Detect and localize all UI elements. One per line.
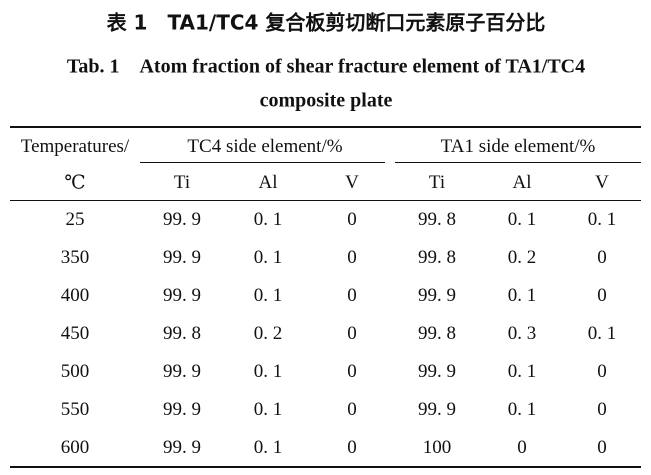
top-rule (10, 126, 641, 128)
cell: 99. 8 (163, 323, 201, 344)
cell: 0 (347, 247, 357, 268)
cell: 99. 8 (418, 247, 456, 268)
group-rule (395, 162, 641, 163)
cell: 0. 1 (507, 399, 537, 420)
cell: 0 (347, 399, 357, 420)
subheader: Al (258, 172, 278, 193)
subheader: V (595, 172, 609, 193)
title-en: Tab. 1 Atom fraction of shear fracture e… (66, 55, 586, 78)
cell: 0 (347, 361, 357, 382)
cell: 0. 1 (587, 323, 617, 344)
cell: 99. 9 (163, 361, 201, 382)
row-label: 600 (60, 437, 90, 458)
cell: 0. 1 (507, 361, 537, 382)
cell: 0 (347, 437, 357, 458)
cell: 0 (347, 323, 357, 344)
cell: 99. 9 (418, 285, 456, 306)
cell: 0 (347, 209, 357, 230)
cell: 0 (517, 437, 527, 458)
cell: 99. 9 (418, 361, 456, 382)
cell: 99. 9 (418, 399, 456, 420)
cell: 0. 2 (253, 323, 283, 344)
cell: 99. 9 (163, 247, 201, 268)
title-en: composite plate (259, 89, 393, 112)
cell: 0 (597, 285, 607, 306)
cell: 0 (597, 437, 607, 458)
cell: 99. 9 (163, 399, 201, 420)
cell: 0 (347, 285, 357, 306)
cell: 0. 1 (253, 247, 283, 268)
row-label: 25 (65, 209, 85, 230)
subheader: Al (512, 172, 532, 193)
cell: 0. 1 (253, 399, 283, 420)
cell: 0. 1 (253, 285, 283, 306)
cell: 0. 1 (507, 209, 537, 230)
bottom-rule (10, 466, 641, 468)
cell: 0. 3 (507, 323, 537, 344)
cell: 99. 9 (163, 437, 201, 458)
cell: 0. 1 (587, 209, 617, 230)
group-header: TC4 side element/% (187, 136, 343, 157)
group-header: TA1 side element/% (440, 136, 596, 157)
subheader: Ti (428, 172, 446, 193)
cell: 99. 8 (418, 323, 456, 344)
row-label: 550 (60, 399, 90, 420)
mid-rule (10, 200, 641, 201)
cell: 0 (597, 361, 607, 382)
row-label: 350 (60, 247, 90, 268)
header-cell: Temperatures/ (20, 136, 130, 157)
row-label: 450 (60, 323, 90, 344)
cell: 0. 1 (253, 209, 283, 230)
cell: 99. 9 (163, 209, 201, 230)
cell: 0 (597, 399, 607, 420)
row-label: 400 (60, 285, 90, 306)
cell: 99. 9 (163, 285, 201, 306)
title-cn: 表 1 TA1/TC4 复合板剪切断口元素原子百分比 (106, 10, 546, 35)
cell: 0. 1 (253, 361, 283, 382)
subheader: V (345, 172, 359, 193)
cell: 0 (597, 247, 607, 268)
header-cell: ℃ (64, 172, 86, 194)
subheader: Ti (173, 172, 191, 193)
cell: 100 (422, 437, 452, 458)
row-label: 500 (60, 361, 90, 382)
group-rule (140, 162, 385, 163)
cell: 99. 8 (418, 209, 456, 230)
cell: 0. 1 (507, 285, 537, 306)
cell: 0. 1 (253, 437, 283, 458)
cell: 0. 2 (507, 247, 537, 268)
